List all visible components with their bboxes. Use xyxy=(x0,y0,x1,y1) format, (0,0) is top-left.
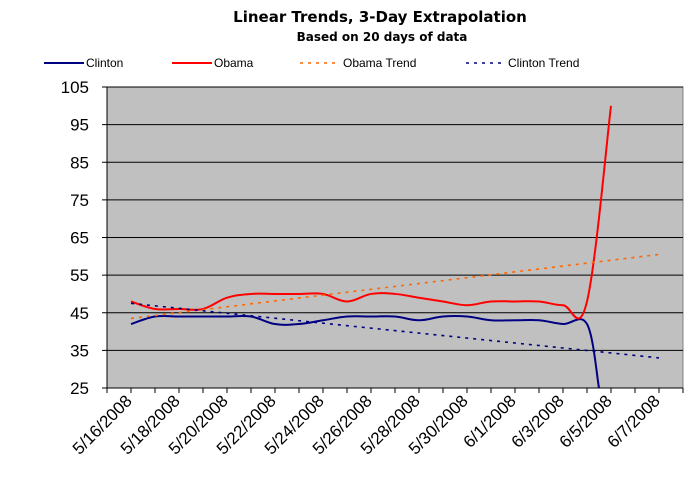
y-tick-label: 25 xyxy=(70,379,89,398)
chart-subtitle: Based on 20 days of data xyxy=(297,30,468,44)
x-axis: 5/16/20085/18/20085/20/20085/22/20085/24… xyxy=(69,387,684,458)
y-axis: 25 35 45 55 65 75 85 95 105 xyxy=(61,78,108,398)
series-line-clinton xyxy=(130,314,600,388)
y-tick-label: 85 xyxy=(70,153,89,172)
series-line-obama-trend xyxy=(130,253,660,320)
y-tick-label: 75 xyxy=(70,191,89,210)
y-tick-label: 45 xyxy=(70,304,89,323)
y-tick-label: 95 xyxy=(70,116,89,135)
legend-label-clinton-trend: Clinton Trend xyxy=(508,56,579,70)
chart-title: Linear Trends, 3-Day Extrapolation xyxy=(233,8,527,26)
legend-label-obama: Obama xyxy=(214,56,254,70)
series-line-obama xyxy=(130,105,612,320)
series-line-clinton-trend xyxy=(130,302,660,359)
x-tick-label: 6/7/2008 xyxy=(604,391,664,451)
y-tick-label: 65 xyxy=(70,229,89,248)
y-tick-label: 55 xyxy=(70,266,89,285)
legend-label-obama-trend: Obama Trend xyxy=(343,56,416,70)
plot-area xyxy=(106,86,684,389)
y-tick-label: 35 xyxy=(70,341,89,360)
legend: Clinton Obama Obama Trend Clinton Trend xyxy=(44,56,579,70)
legend-label-clinton: Clinton xyxy=(86,56,123,70)
y-tick-label: 105 xyxy=(61,78,89,97)
